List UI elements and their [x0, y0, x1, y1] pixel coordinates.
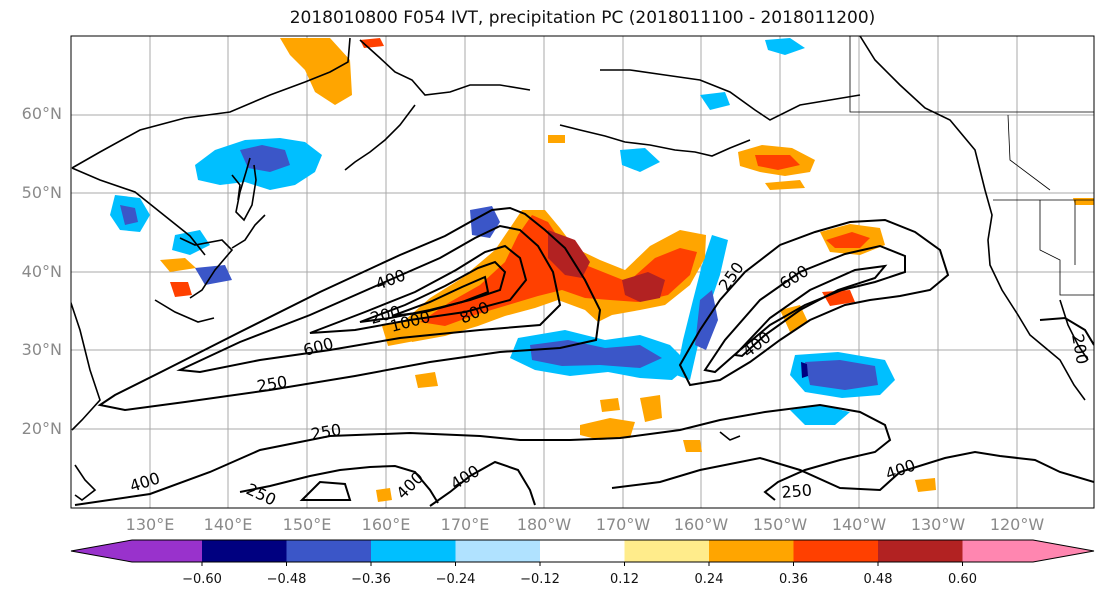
- colorbar: [70, 539, 1095, 566]
- colorbar-cell: [455, 540, 540, 562]
- lon-label: 150°E: [282, 515, 332, 534]
- lat-label: 40°N: [21, 262, 62, 281]
- coastlines: [71, 36, 1089, 501]
- colorbar-tick-label: −0.12: [520, 572, 560, 587]
- colorbar-tick-label: 0.48: [863, 572, 893, 587]
- colorbar-tick-label: 0.60: [948, 572, 977, 587]
- colorbar-cell: [202, 540, 287, 562]
- lon-label: 150°W: [752, 515, 808, 534]
- lon-label: 120°W: [989, 515, 1045, 534]
- colorbar-tick-label: −0.48: [266, 572, 307, 587]
- colorbar-tick-label: −0.36: [351, 572, 391, 587]
- lon-label: 170°E: [440, 515, 490, 534]
- colorbar-tick-label: 0.36: [779, 572, 808, 587]
- lon-label: 130°W: [910, 515, 966, 534]
- borders: [849, 36, 1094, 296]
- colorbar-ticks: [201, 562, 963, 566]
- lon-label: 160°E: [361, 515, 411, 534]
- colorbar-cell: [878, 540, 963, 562]
- lon-label: 160°W: [673, 515, 729, 534]
- ivt-contours: [74, 206, 1094, 507]
- lat-label: 50°N: [21, 183, 62, 202]
- colorbar-tick-label: −0.60: [182, 572, 222, 587]
- contour-label: 250: [781, 480, 813, 502]
- colorbar-cell: [371, 540, 456, 562]
- lat-label: 30°N: [21, 340, 62, 359]
- plot-frame: [70, 35, 1095, 509]
- colorbar-cell: [540, 540, 625, 562]
- colorbar-cell: [709, 540, 794, 562]
- colorbar-cell: [962, 540, 1094, 562]
- lon-label: 140°W: [831, 515, 887, 534]
- colorbar-outline: [70, 539, 1095, 563]
- negative-anomaly-shading: [110, 38, 895, 425]
- colorbar-tick-label: 0.12: [610, 572, 639, 587]
- lat-label: 20°N: [21, 419, 62, 438]
- lon-label: 130°E: [125, 515, 175, 534]
- lon-label: 170°W: [595, 515, 651, 534]
- colorbar-cell: [71, 540, 202, 562]
- lon-label: 140°E: [203, 515, 253, 534]
- positive-anomaly-shading: [160, 38, 1094, 502]
- colorbar-cell: [286, 540, 371, 562]
- map-title: 2018010800 F054 IVT, precipitation PC (2…: [289, 8, 876, 28]
- colorbar-tick-label: 0.24: [694, 572, 724, 587]
- colorbar-cell: [793, 540, 878, 562]
- colorbar-cell: [624, 540, 709, 562]
- lat-label: 60°N: [21, 104, 62, 123]
- colorbar-tick-label: −0.24: [435, 572, 476, 587]
- lon-label: 180°W: [516, 515, 572, 534]
